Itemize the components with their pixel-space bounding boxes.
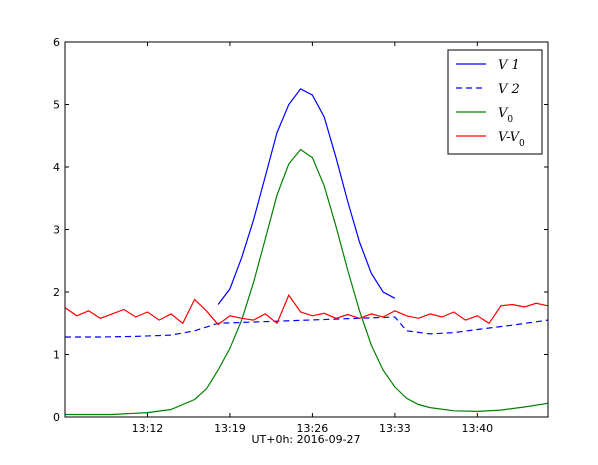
y-tick-label: 1 <box>53 349 60 362</box>
ticks-layer: 13:12 13:19 13:26 13:33 13:40 0 1 2 3 4 5 6 <box>53 36 548 435</box>
y-tick-label: 3 <box>53 224 60 237</box>
series-layer <box>64 88 549 416</box>
y-tick-label: 4 <box>53 161 60 174</box>
legend-entry-label: V 1 <box>498 58 520 73</box>
x-tick-label: 13:19 <box>214 422 246 435</box>
x-tick-label: 13:33 <box>379 422 411 435</box>
plot-frame <box>64 41 549 418</box>
x-tick-label: 13:26 <box>297 422 329 435</box>
x-axis-label: UT+0h: 2016-09-27 <box>251 433 360 446</box>
y-tick-label: 5 <box>53 99 60 112</box>
series-line-2 <box>65 148 549 416</box>
series-line-0 <box>217 88 396 305</box>
x-tick-label: 13:12 <box>132 422 164 435</box>
legend-entry-label: V 2 <box>498 82 520 97</box>
legend-entry-label: V-V0 <box>498 130 525 149</box>
series-line-1 <box>65 316 549 338</box>
series-line-3 <box>64 293 549 326</box>
legend-box <box>447 49 543 155</box>
y-tick-label: 2 <box>53 286 60 299</box>
y-tick-label: 6 <box>53 36 60 49</box>
y-tick-label: 0 <box>53 411 60 424</box>
x-tick-label: 13:40 <box>461 422 493 435</box>
